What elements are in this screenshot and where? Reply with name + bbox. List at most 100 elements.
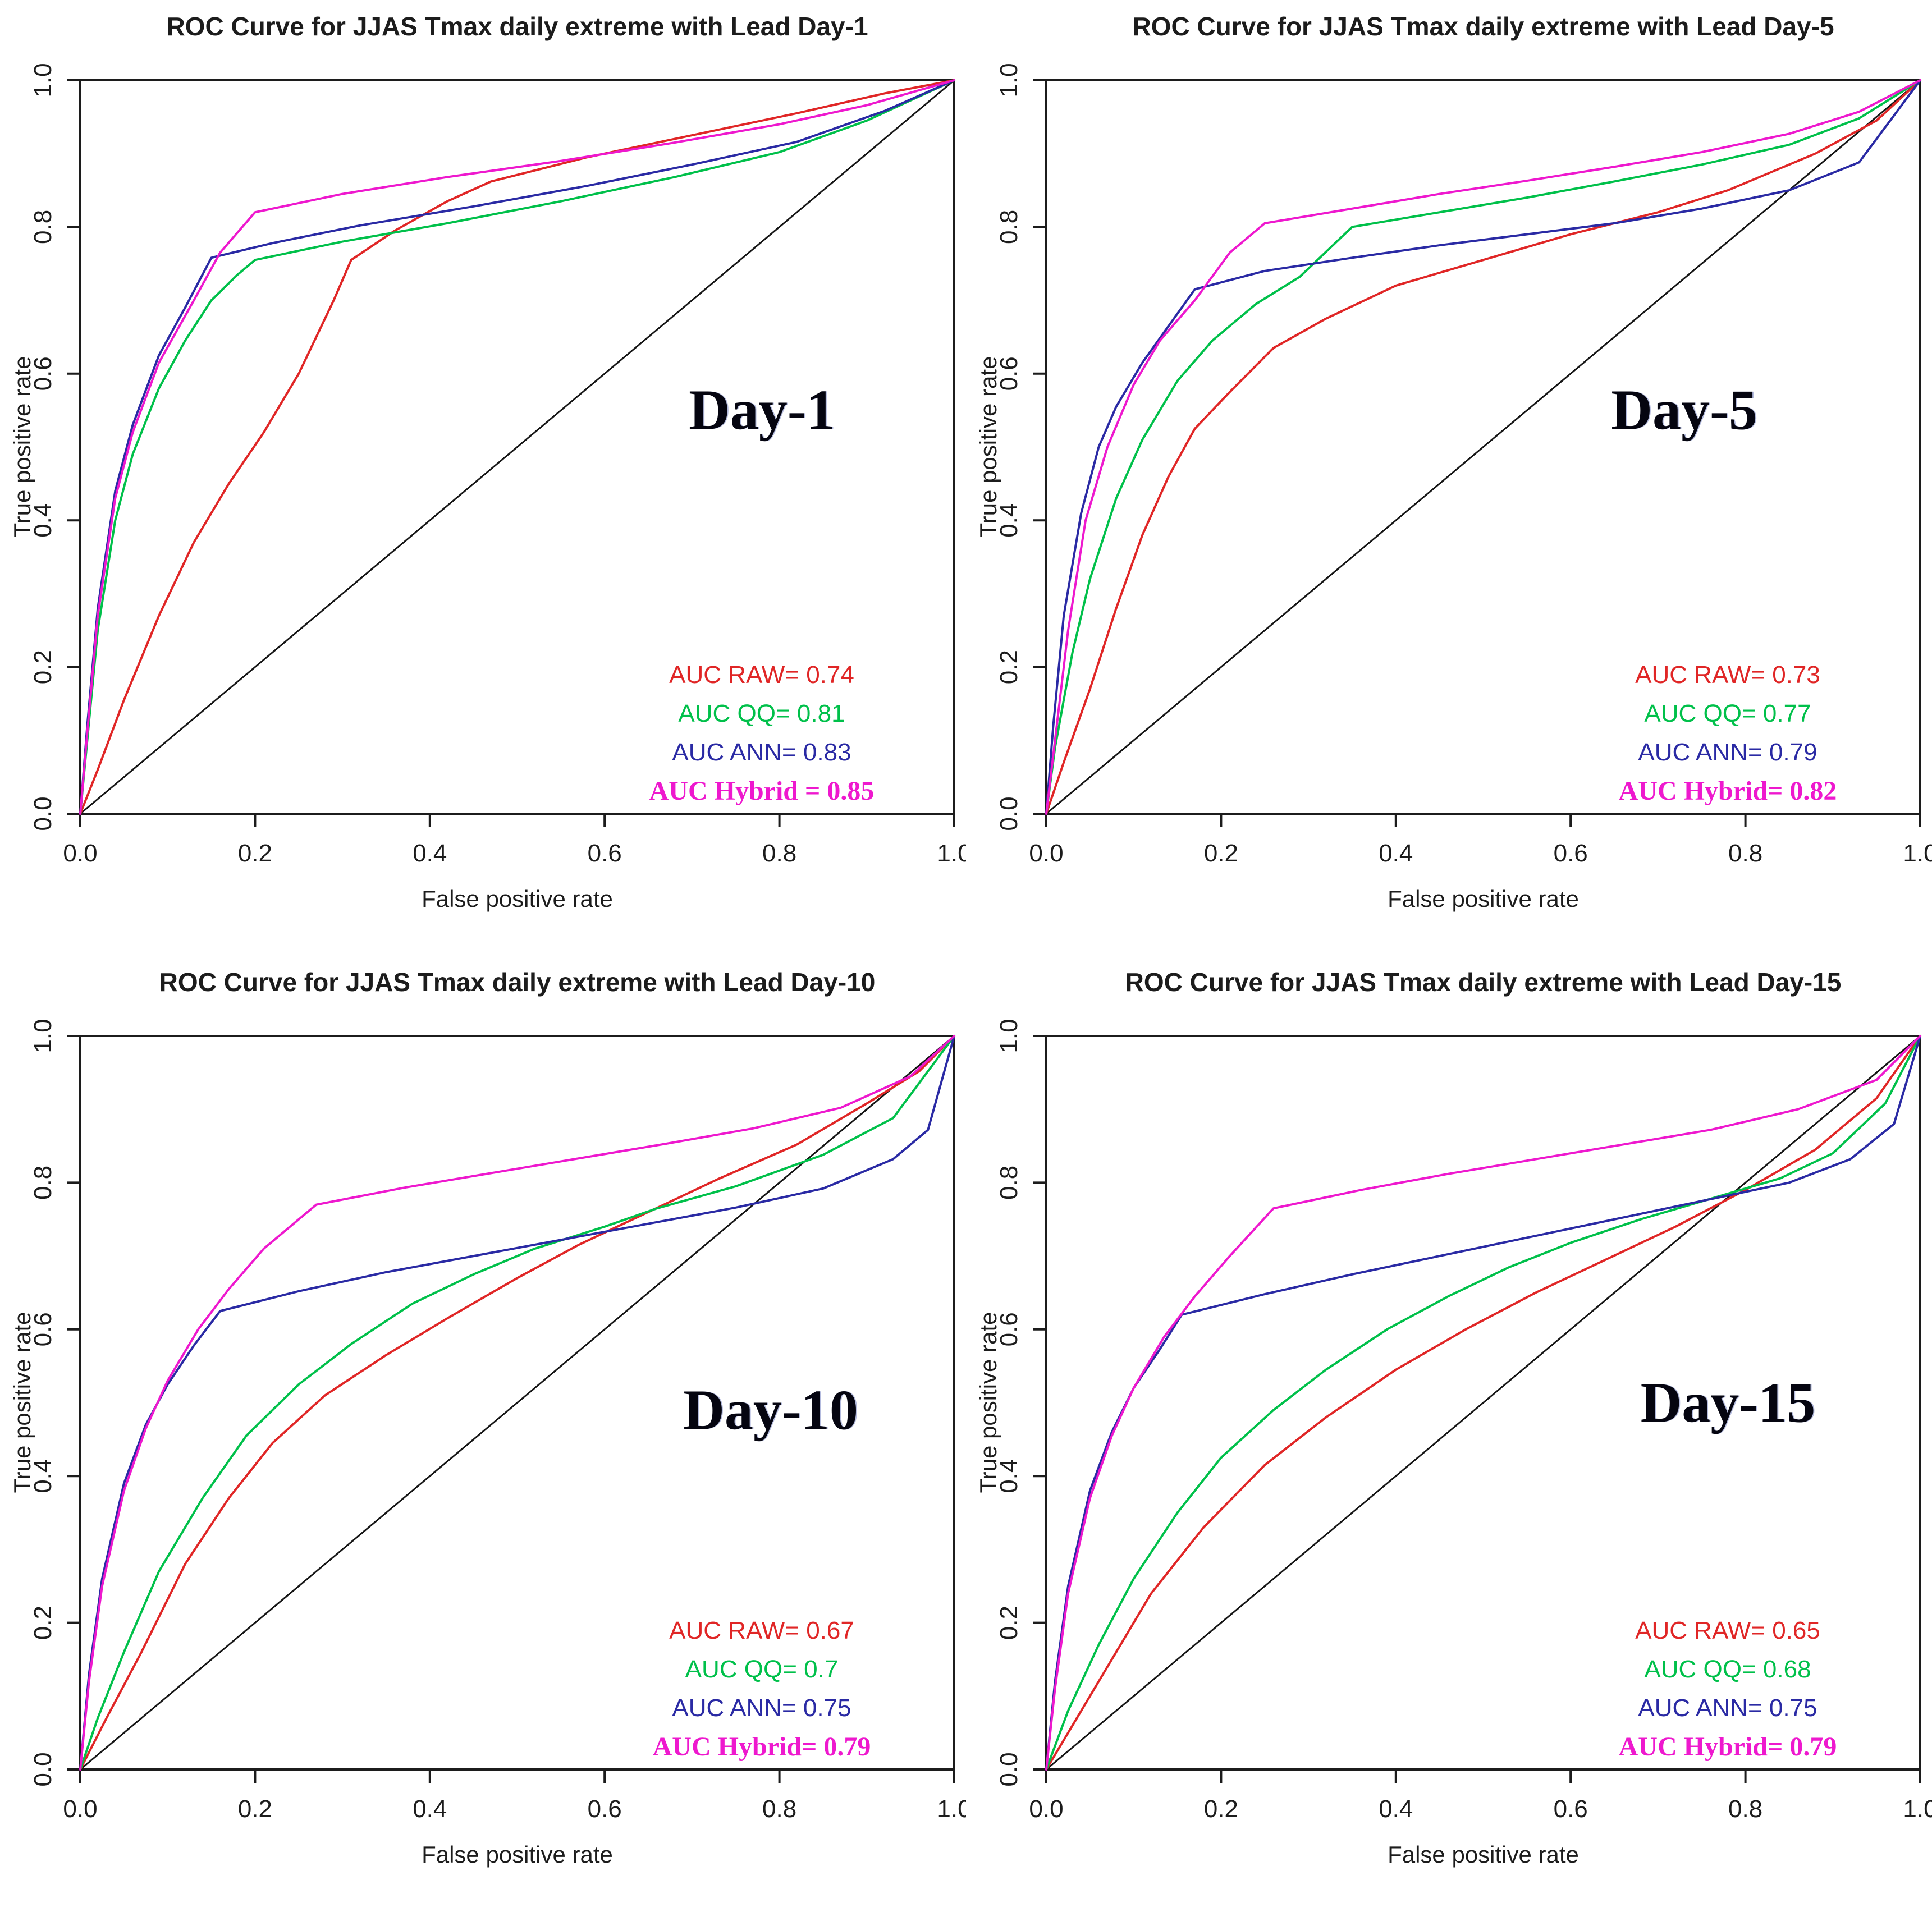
diagonal-reference-line [80, 1035, 955, 1771]
x-axis-label: False positive rate [422, 886, 613, 912]
x-axis-label: False positive rate [422, 1841, 613, 1868]
roc-curve-raw [1045, 1035, 1921, 1771]
plot-border [1045, 1035, 1921, 1771]
x-tick-label: 1.0 [937, 1795, 966, 1823]
x-tick-label: 0.4 [413, 840, 447, 867]
diagonal-reference-line [1046, 1035, 1921, 1771]
diagonal-reference-line [1046, 79, 1921, 815]
y-axis-label: True positive rate [9, 1312, 35, 1493]
y-tick-label: 1.0 [995, 1019, 1023, 1053]
auc-annotations: AUC RAW= 0.65 AUC QQ= 0.68 AUC ANN= 0.75… [1619, 1611, 1837, 1766]
auc-qq-text: AUC QQ= 0.7 [685, 1656, 839, 1683]
auc-ann-text: AUC ANN= 0.75 [1638, 1694, 1817, 1722]
roc-plot: 0.0 0.2 0.4 0.6 0.8 1.0 0.0 0.2 0.4 0.6 0.8 1.0 [995, 1019, 1932, 1823]
plot-border [79, 79, 955, 815]
auc-raw-text: AUC RAW= 0.65 [1635, 1617, 1820, 1644]
roc-curve-hybrid [1045, 79, 1921, 815]
day-label: Day-1 [689, 378, 835, 442]
roc-curve-hybrid [79, 79, 955, 815]
y-tick-label: 0.8 [995, 210, 1023, 244]
x-tick-label: 0.0 [1029, 840, 1063, 867]
roc-panel-day-10: ROC Curve for JJAS Tmax daily extreme wi… [0, 956, 966, 1911]
y-tick-label: 0.0 [29, 796, 57, 831]
x-tick-label: 0.4 [1379, 1795, 1413, 1823]
y-axis-label: True positive rate [975, 356, 1001, 538]
x-tick-label: 0.4 [413, 1795, 447, 1823]
roc-plot: 0.0 0.2 0.4 0.6 0.8 1.0 0.0 0.2 0.4 0.6 0.8 1.0 [995, 63, 1932, 867]
diagonal-reference-line [80, 79, 955, 815]
roc-plot: 0.0 0.2 0.4 0.6 0.8 1.0 0.0 0.2 0.4 0.6 0.8 1.0 [29, 1019, 966, 1823]
auc-qq-text: AUC QQ= 0.68 [1644, 1656, 1811, 1683]
roc-curve-ann [79, 1035, 955, 1771]
auc-hybrid-text: AUC Hybrid= 0.79 [1618, 1732, 1837, 1762]
day-label: Day-5 [1611, 378, 1757, 442]
roc-curve-raw [79, 1035, 955, 1771]
roc-plot: 0.0 0.2 0.4 0.6 0.8 1.0 0.0 0.2 0.4 0.6 0.8 1.0 [29, 63, 966, 867]
auc-qq-text: AUC QQ= 0.81 [678, 700, 845, 727]
y-tick-label: 0.2 [995, 650, 1023, 684]
roc-curve-qq [79, 79, 955, 815]
auc-raw-text: AUC RAW= 0.67 [669, 1617, 854, 1644]
roc-curve-raw [1045, 79, 1921, 815]
x-tick-label: 0.0 [63, 1795, 97, 1823]
y-tick-label: 0.6 [29, 356, 57, 391]
y-tick-label: 0.2 [995, 1606, 1023, 1640]
chart-title: ROC Curve for JJAS Tmax daily extreme wi… [1125, 968, 1842, 997]
x-tick-label: 0.6 [588, 840, 622, 867]
y-tick-label: 0.4 [29, 503, 57, 538]
plot-border [1045, 79, 1921, 815]
x-tick-label: 0.2 [238, 1795, 272, 1823]
x-tick-label: 0.2 [1204, 840, 1238, 867]
x-tick-label: 0.2 [238, 840, 272, 867]
y-tick-label: 0.4 [995, 503, 1023, 538]
x-tick-label: 1.0 [937, 840, 966, 867]
x-tick-label: 0.0 [63, 840, 97, 867]
y-tick-label: 0.4 [29, 1459, 57, 1493]
roc-panel-day-1: ROC Curve for JJAS Tmax daily extreme wi… [0, 0, 966, 956]
x-tick-label: 0.8 [1728, 840, 1762, 867]
day-label: Day-10 [683, 1378, 858, 1442]
auc-ann-text: AUC ANN= 0.75 [672, 1694, 851, 1722]
roc-curve-raw [79, 79, 955, 815]
x-axis-label: False positive rate [1388, 1841, 1579, 1868]
roc-curve-qq [1045, 79, 1921, 815]
y-tick-label: 1.0 [29, 1019, 57, 1053]
x-tick-label: 0.6 [1554, 840, 1588, 867]
auc-ann-text: AUC ANN= 0.83 [672, 739, 851, 766]
day-label: Day-15 [1640, 1371, 1816, 1434]
x-tick-label: 0.2 [1204, 1795, 1238, 1823]
auc-qq-text: AUC QQ= 0.77 [1644, 700, 1811, 727]
y-tick-label: 0.4 [995, 1459, 1023, 1493]
auc-raw-text: AUC RAW= 0.73 [1635, 661, 1820, 689]
auc-annotations: AUC RAW= 0.67 AUC QQ= 0.7 AUC ANN= 0.75 … [653, 1611, 871, 1766]
y-tick-label: 0.0 [29, 1752, 57, 1786]
roc-curve-hybrid [1045, 1035, 1921, 1771]
chart-title: ROC Curve for JJAS Tmax daily extreme wi… [1132, 12, 1834, 41]
y-tick-label: 1.0 [995, 63, 1023, 97]
roc-curve-hybrid [79, 1035, 955, 1771]
x-tick-label: 0.4 [1379, 840, 1413, 867]
y-tick-label: 0.6 [995, 356, 1023, 391]
x-tick-label: 0.8 [1728, 1795, 1762, 1823]
roc-curve-qq [1045, 1035, 1921, 1771]
y-tick-label: 0.6 [995, 1312, 1023, 1346]
auc-annotations: AUC RAW= 0.74 AUC QQ= 0.81 AUC ANN= 0.83… [649, 655, 875, 810]
x-tick-label: 1.0 [1903, 840, 1932, 867]
auc-ann-text: AUC ANN= 0.79 [1638, 739, 1817, 766]
auc-hybrid-text: AUC Hybrid= 0.79 [652, 1732, 871, 1762]
chart-title: ROC Curve for JJAS Tmax daily extreme wi… [159, 968, 876, 997]
y-tick-label: 0.0 [995, 1752, 1023, 1786]
roc-panel-day-15: ROC Curve for JJAS Tmax daily extreme wi… [966, 956, 1932, 1911]
roc-curve-ann [1045, 79, 1921, 815]
x-tick-label: 1.0 [1903, 1795, 1932, 1823]
y-tick-label: 0.2 [29, 650, 57, 684]
x-tick-label: 0.6 [588, 1795, 622, 1823]
y-axis-label: True positive rate [9, 356, 35, 538]
y-tick-label: 1.0 [29, 63, 57, 97]
x-axis-label: False positive rate [1388, 886, 1579, 912]
y-tick-label: 0.8 [995, 1166, 1023, 1200]
y-tick-label: 0.8 [29, 210, 57, 244]
x-tick-label: 0.6 [1554, 1795, 1588, 1823]
y-axis-label: True positive rate [975, 1312, 1001, 1493]
